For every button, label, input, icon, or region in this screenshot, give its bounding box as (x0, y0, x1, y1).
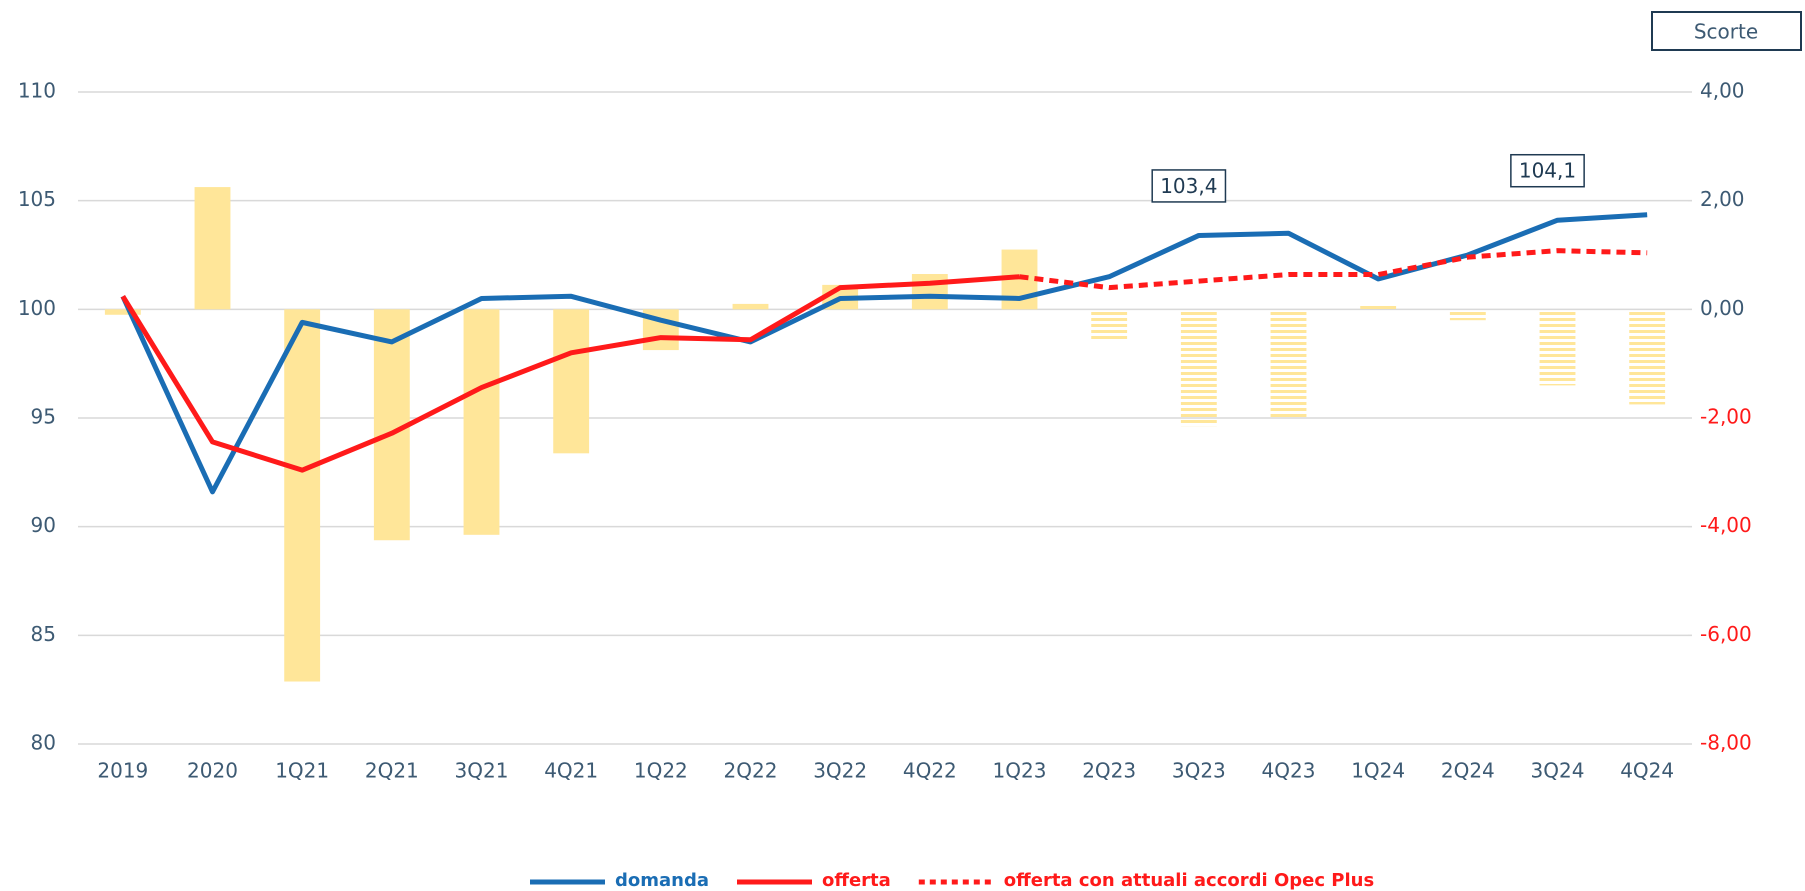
x-tick-label: 3Q23 (1172, 759, 1226, 783)
value-label-box (1151, 169, 1227, 203)
x-tick-label: 4Q23 (1262, 759, 1316, 783)
line (120, 212, 1648, 495)
y-tick-label: 90 (31, 513, 56, 537)
x-tick-label: 1Q24 (1351, 759, 1405, 783)
x-tick-label: 3Q21 (455, 759, 509, 783)
x-tick-label: 1Q22 (634, 759, 688, 783)
y-tick-label: 105 (18, 187, 56, 211)
bar (463, 309, 500, 535)
value-label: 103,4 (1160, 174, 1217, 198)
x-tick-label: 2019 (97, 759, 148, 783)
x-tick-label: 2Q24 (1441, 759, 1495, 783)
y-tick-label: 110 (18, 79, 56, 103)
y2-axis-label: Scorte (1694, 20, 1758, 44)
y2-tick-label: 4,00 (1700, 79, 1745, 103)
bar (911, 274, 948, 310)
x-tick-label: 4Q22 (903, 759, 957, 783)
bar (1449, 309, 1486, 321)
bar (1629, 309, 1666, 405)
x-tick-label: 2Q21 (365, 759, 419, 783)
bar (1360, 303, 1397, 310)
line (1019, 248, 1648, 291)
line (120, 274, 1020, 473)
value-label-box (1510, 153, 1585, 188)
x-tick-label: 2Q22 (724, 759, 778, 783)
value-label: 104,1 (1519, 159, 1576, 183)
y-tick-label: 100 (18, 296, 56, 320)
x-tick-label: 4Q21 (544, 759, 598, 783)
bar (1270, 309, 1307, 418)
bar (1180, 309, 1217, 427)
x-tick-label: 1Q21 (275, 759, 329, 783)
y2-tick-label: 0,00 (1700, 296, 1745, 320)
x-tick-label: 2020 (187, 759, 238, 783)
x-tick-label: 3Q24 (1531, 759, 1585, 783)
legend-label: offerta con attuali accordi Opec Plus (1004, 870, 1374, 891)
x-tick-label: 3Q22 (813, 759, 867, 783)
x-tick-label: 1Q23 (993, 759, 1047, 783)
bar (194, 187, 231, 310)
y-tick-label: 95 (31, 405, 56, 429)
legend-label: offerta (822, 870, 891, 891)
bar (1539, 309, 1576, 386)
legend-label: domanda (615, 870, 709, 891)
x-tick-label: 4Q24 (1620, 759, 1674, 783)
y2-label-box (1651, 11, 1802, 51)
y2-tick-label: -6,00 (1700, 622, 1752, 646)
y-tick-label: 85 (31, 622, 56, 646)
bar (732, 303, 769, 310)
y2-tick-label: -8,00 (1700, 731, 1752, 755)
y2-tick-label: -4,00 (1700, 513, 1752, 537)
x-tick-label: 2Q23 (1082, 759, 1136, 783)
y-tick-label: 80 (31, 731, 56, 755)
bar (553, 309, 590, 454)
bar (284, 309, 321, 682)
bar (1091, 309, 1128, 342)
y2-tick-label: 2,00 (1700, 187, 1745, 211)
y2-tick-label: -2,00 (1700, 405, 1752, 429)
bar (104, 309, 141, 315)
